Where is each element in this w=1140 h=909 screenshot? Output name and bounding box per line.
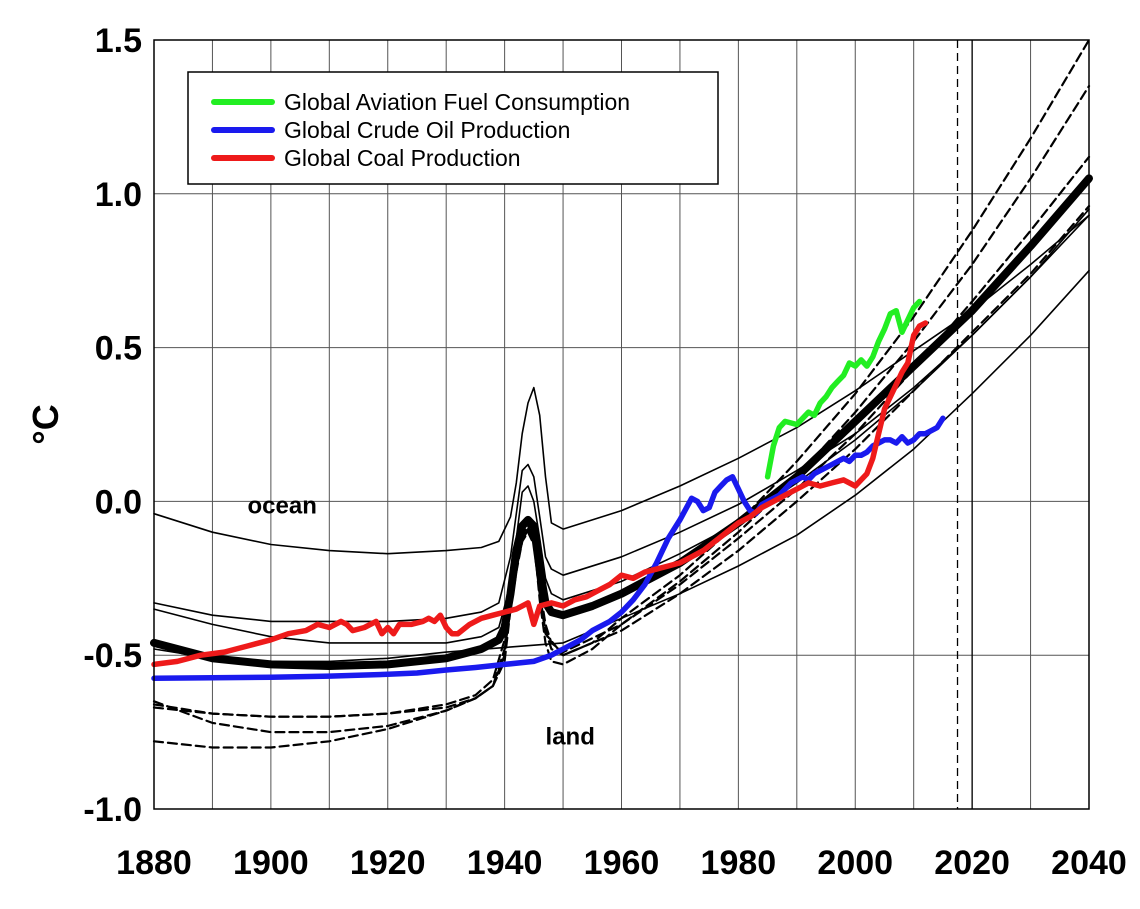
y-tick-label: 0.5 bbox=[95, 330, 142, 368]
x-tick-label: 1940 bbox=[467, 844, 543, 882]
series-line-thin-3 bbox=[153, 214, 1090, 555]
annotation-land: land bbox=[546, 723, 595, 750]
reference-lines bbox=[956, 40, 973, 809]
x-tick-label: 2000 bbox=[817, 844, 893, 882]
y-tick-label: 1.5 bbox=[95, 22, 142, 60]
x-tick-label: 1920 bbox=[350, 844, 426, 882]
legend-label-global-aviation-fuel-consumption: Global Aviation Fuel Consumption bbox=[284, 89, 630, 115]
y-axis-label: °C bbox=[25, 404, 66, 444]
series-line-thin-4 bbox=[153, 208, 1090, 623]
series-lines bbox=[150, 38, 1093, 749]
y-tick-label: 0.0 bbox=[95, 483, 142, 521]
x-tick-label: 1960 bbox=[584, 844, 660, 882]
series-line-global-aviation-fuel-consumption bbox=[764, 298, 923, 480]
annotations: ocean land bbox=[248, 493, 595, 751]
x-tick-label: 2040 bbox=[1051, 844, 1127, 882]
x-tick-label: 2020 bbox=[934, 844, 1010, 882]
series-line-thick-black-7 bbox=[150, 174, 1093, 670]
y-tick-label: 1.0 bbox=[95, 176, 142, 214]
x-tick-label: 1900 bbox=[233, 844, 309, 882]
plot-frame bbox=[153, 39, 1090, 810]
x-tick-label: 1980 bbox=[701, 844, 777, 882]
x-tick-label: 1880 bbox=[116, 844, 192, 882]
legend-box bbox=[187, 71, 719, 185]
annotation-ocean: ocean bbox=[248, 493, 317, 520]
series-line-thin-5 bbox=[153, 214, 1090, 644]
legend-label-global-crude-oil-production: Global Crude Oil Production bbox=[284, 117, 570, 143]
legend-label-global-coal-production: Global Coal Production bbox=[284, 145, 521, 171]
y-tick-label: -1.0 bbox=[83, 791, 142, 829]
x-tick-labels: 1880 1900 1920 1940 1960 1980 2000 2020 2040 bbox=[116, 844, 1127, 882]
series-line-global-coal-production bbox=[151, 320, 929, 668]
y-tick-label: -0.5 bbox=[83, 637, 142, 675]
y-tick-labels: 1.5 1.0 0.5 0.0 -0.5 -1.0 bbox=[83, 22, 142, 829]
